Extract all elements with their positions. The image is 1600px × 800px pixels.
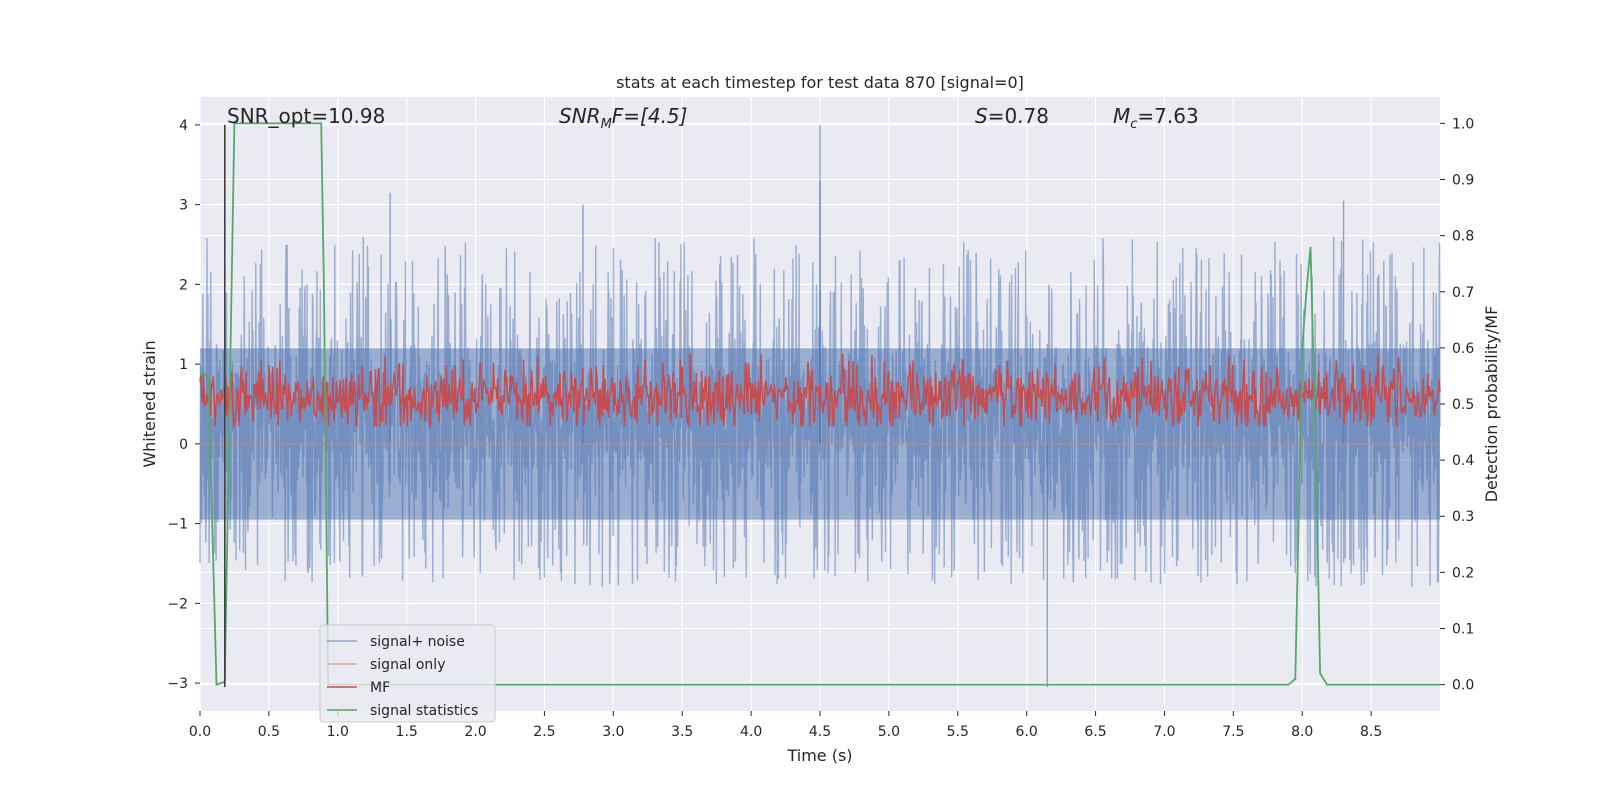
- y-tick-label-0: 4: [179, 118, 188, 134]
- x-tick-label-6: 3.0: [602, 724, 624, 740]
- annotation-mc: Mc=7.63: [1113, 104, 1199, 132]
- y-tick-label-2: 2: [179, 277, 188, 293]
- y-tick-label-4: 0: [179, 437, 188, 453]
- y2-axis-label: Detection probability/MF: [1482, 306, 1501, 503]
- annotation-s-main: S: [975, 104, 988, 128]
- y2-tick-label-1: 0.9: [1452, 173, 1474, 189]
- legend-label-mf: MF: [370, 680, 390, 696]
- x-tick-label-7: 3.5: [671, 724, 693, 740]
- series-mf: [199, 353, 1441, 429]
- y2-tick-label-8: 0.2: [1452, 565, 1474, 581]
- annotation-s: S=0.78: [975, 104, 1049, 128]
- y-tick-label-3: 1: [179, 357, 188, 373]
- x-tick-label-12: 6.0: [1016, 724, 1038, 740]
- x-axis-label: Time (s): [786, 746, 852, 765]
- y-tick-label-6: −2: [167, 596, 188, 612]
- y2-tick-label-9: 0.1: [1452, 621, 1474, 637]
- y2-tick-label-0: 1.0: [1452, 116, 1474, 132]
- y-axis-ticks: 4 3 2 1 0 −1 −2 −3: [167, 118, 200, 692]
- x-tick-label-1: 0.5: [258, 724, 280, 740]
- x-tick-label-4: 2.0: [464, 724, 486, 740]
- y2-tick-label-6: 0.4: [1452, 453, 1474, 469]
- annotation-mc-sub: c: [1130, 117, 1137, 132]
- x-tick-label-8: 4.0: [740, 724, 762, 740]
- y2-axis-ticks: 1.0 0.9 0.8 0.7 0.6 0.5 0.4 0.3 0.2 0.1 0.0: [1440, 116, 1474, 694]
- x-tick-label-11: 5.5: [947, 724, 969, 740]
- annotation-snr-mf-base: SNR: [559, 104, 601, 128]
- legend-label-signal-noise: signal+ noise: [370, 634, 465, 650]
- annotation-snr-mf-rest: F=[4.5]: [612, 104, 688, 128]
- y-tick-label-1: 3: [179, 198, 188, 214]
- signal-statistics-trace: [199, 122, 1440, 686]
- y2-tick-label-5: 0.5: [1452, 397, 1474, 413]
- x-tick-label-9: 4.5: [809, 724, 831, 740]
- annotation-mc-main: M: [1113, 104, 1130, 128]
- chart-title: stats at each timestep for test data 870…: [616, 73, 1024, 92]
- annotation-snr-mf-sub: M: [601, 117, 612, 132]
- legend: signal+ noise signal only MF signal stat…: [319, 624, 496, 723]
- legend-label-signal-only: signal only: [370, 657, 445, 673]
- annotation-snr-mf: SNRMF=[4.5]: [559, 104, 687, 132]
- y2-tick-label-4: 0.6: [1452, 341, 1474, 357]
- y2-tick-label-3: 0.7: [1452, 285, 1474, 301]
- x-tick-label-0: 0.0: [189, 724, 211, 740]
- legend-label-signal-statistics: signal statistics: [370, 703, 478, 719]
- y2-tick-label-10: 0.0: [1452, 678, 1474, 694]
- y-tick-label-7: −3: [167, 676, 188, 692]
- x-tick-label-15: 7.5: [1222, 724, 1244, 740]
- x-tick-label-2: 1.0: [327, 724, 349, 740]
- series-signal-statistics: [199, 122, 1440, 686]
- y2-tick-label-7: 0.3: [1452, 509, 1474, 525]
- x-tick-label-10: 5.0: [878, 724, 900, 740]
- annotation-s-value: =0.78: [988, 104, 1049, 128]
- x-tick-label-16: 8.0: [1291, 724, 1313, 740]
- x-axis-ticks: 0.0 0.5 1.0 1.5 2.0 2.5 3.0 3.5 4.0 4.5 5.0 5.5 6.0 6…: [189, 711, 1382, 740]
- x-tick-label-13: 6.5: [1084, 724, 1106, 740]
- x-tick-label-17: 8.5: [1360, 724, 1382, 740]
- annotation-mc-value: =7.63: [1137, 104, 1198, 128]
- mf-trace: [199, 353, 1441, 429]
- y-axis-label: Whitened strain: [140, 340, 159, 467]
- y2-tick-label-2: 0.8: [1452, 229, 1474, 245]
- annotation-snr-opt: SNR_opt=10.98: [227, 104, 385, 128]
- legend-box: [319, 624, 496, 723]
- y-tick-label-5: −1: [167, 517, 188, 533]
- x-tick-label-3: 1.5: [396, 724, 418, 740]
- x-tick-label-14: 7.0: [1153, 724, 1175, 740]
- x-tick-label-5: 2.5: [533, 724, 555, 740]
